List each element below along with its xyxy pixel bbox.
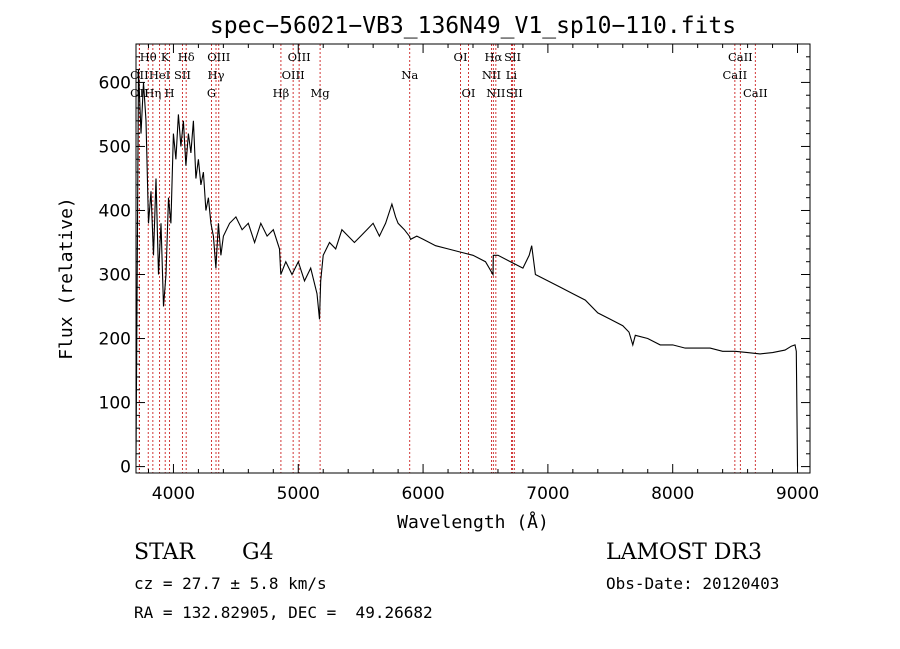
x-tick-label: 6000 bbox=[401, 484, 444, 504]
y-tick-label: 600 bbox=[99, 73, 131, 93]
x-axis-label: Wavelength (Å) bbox=[397, 511, 549, 533]
line-label: HeI bbox=[149, 68, 170, 82]
line-label: OIII bbox=[207, 50, 230, 64]
spectrum-line bbox=[135, 69, 799, 467]
chart-title: spec−56021−VB3_136N49_V1_sp10−110.fits bbox=[210, 13, 736, 39]
x-tick-label: 5000 bbox=[277, 484, 320, 504]
line-label: CaII bbox=[728, 50, 753, 64]
line-label: SII bbox=[506, 86, 523, 100]
y-tick-label: 400 bbox=[99, 201, 131, 221]
y-tick-label: 200 bbox=[99, 330, 131, 350]
line-label: NII bbox=[482, 68, 501, 82]
line-label: Hβ bbox=[273, 86, 290, 100]
line-label: Mg bbox=[311, 86, 331, 100]
object-subclass: G4 bbox=[242, 540, 274, 565]
y-axis-label: Flux (relative) bbox=[56, 197, 77, 360]
line-label: SII bbox=[174, 68, 191, 82]
line-label: SII bbox=[504, 50, 521, 64]
y-tick-label: 100 bbox=[99, 394, 131, 414]
line-label: OIII bbox=[288, 50, 311, 64]
x-tick-label: 7000 bbox=[526, 484, 569, 504]
line-label: K bbox=[161, 50, 170, 64]
survey-label: LAMOST DR3 bbox=[606, 540, 762, 565]
y-tick-label: 0 bbox=[120, 458, 131, 478]
spectrum-chart: spec−56021−VB3_136N49_V1_sp10−110.fits 40… bbox=[56, 13, 819, 533]
line-label: NII bbox=[486, 86, 505, 100]
line-label: Li bbox=[506, 68, 518, 82]
line-label: OI bbox=[454, 50, 468, 64]
line-label: OIII bbox=[282, 68, 305, 82]
line-label: Hθ bbox=[140, 50, 157, 64]
obs-date: Obs-Date: 20120403 bbox=[606, 574, 780, 593]
line-label: Hα bbox=[484, 50, 502, 64]
y-tick-label: 500 bbox=[99, 137, 131, 157]
line-label: Hδ bbox=[178, 50, 195, 64]
x-tick-label: 9000 bbox=[776, 484, 819, 504]
line-label: G bbox=[207, 86, 216, 100]
plot-frame bbox=[135, 43, 811, 474]
line-label: Hγ bbox=[208, 68, 225, 82]
redshift-info: cz = 27.7 ± 5.8 km/s bbox=[134, 574, 327, 593]
x-tick-label: 4000 bbox=[152, 484, 195, 504]
line-label: OII bbox=[130, 68, 149, 82]
y-tick-label: 300 bbox=[99, 266, 131, 286]
line-label: CaII bbox=[722, 68, 747, 82]
x-tick-label: 8000 bbox=[651, 484, 694, 504]
line-label: Na bbox=[401, 68, 418, 82]
coordinates: RA = 132.82905, DEC = 49.26682 bbox=[134, 603, 433, 622]
line-label: OII bbox=[130, 86, 149, 100]
line-label: Hη bbox=[144, 86, 161, 100]
line-label: CaII bbox=[743, 86, 768, 100]
line-label: OI bbox=[462, 86, 476, 100]
line-label: H bbox=[165, 86, 175, 100]
object-class: STAR bbox=[134, 540, 195, 565]
